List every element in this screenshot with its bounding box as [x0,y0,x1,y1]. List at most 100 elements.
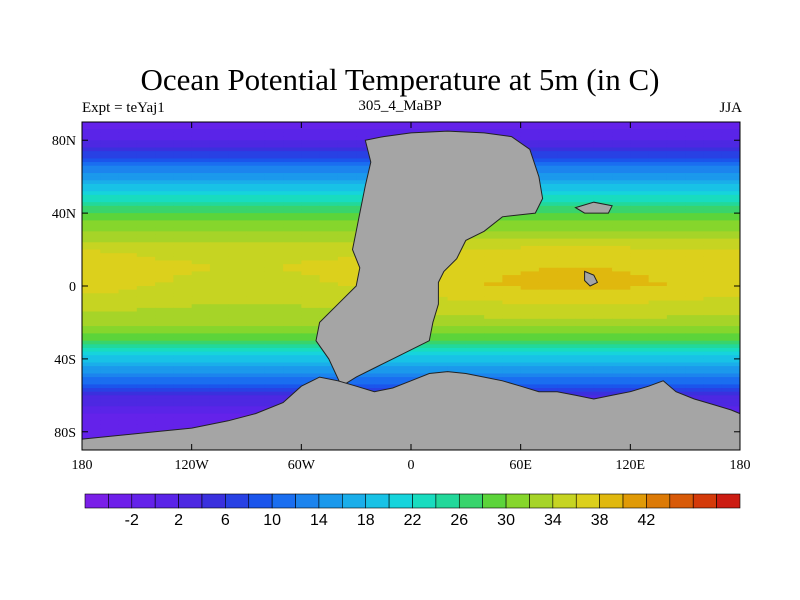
field-cell [264,344,284,349]
field-cell [685,351,704,356]
field-cell [612,322,631,327]
field-cell [612,158,631,163]
field-cell [82,424,101,429]
field-cell [612,304,631,309]
field-cell [666,296,686,302]
field-cell [337,245,357,251]
field-cell [100,282,120,287]
field-cell [155,395,174,400]
field-cell [484,245,503,251]
field-cell [136,340,156,345]
field-cell [173,391,193,396]
field-cell [612,132,631,138]
x-tick-label: 120E [616,458,646,473]
field-cell [612,143,631,149]
field-cell [118,191,138,196]
field-cell [538,180,558,185]
field-cell [612,125,631,130]
field-cell [721,322,740,327]
field-cell [337,209,357,214]
field-cell [703,304,723,309]
field-cell [246,147,266,152]
field-cell [666,162,686,167]
field-cell [82,326,101,331]
field-cell [100,351,120,356]
field-cell [612,209,631,214]
field-cell [685,191,704,196]
field-cell [557,256,576,261]
field-cell [666,209,686,214]
field-cell [136,245,156,251]
field-cell [703,275,723,280]
field-cell [502,347,522,353]
field-cell [721,358,740,364]
field-cell [575,136,595,141]
field-cell [228,362,247,367]
field-cell [721,395,740,400]
field-cell [593,154,613,159]
field-cell [155,271,174,276]
field-cell [209,151,229,156]
field-cell [82,406,101,411]
field-cell [118,220,138,225]
field-cell [155,143,174,149]
field-cell [301,191,321,196]
field-cell [136,176,156,181]
field-cell [319,194,339,200]
field-cell [228,322,247,327]
field-cell [209,322,229,327]
field-cell [209,140,229,145]
field-cell [319,300,339,305]
field-cell [155,227,174,232]
field-cell [429,329,449,334]
field-cell [82,307,101,313]
field-cell [173,278,193,283]
field-cell [685,384,704,389]
field-cell [246,151,266,156]
field-cell [666,136,686,141]
field-cell [82,220,101,225]
field-cell [209,253,229,258]
field-cell [630,187,650,192]
field-cell [520,307,540,313]
field-cell [484,318,503,323]
field-cell [100,420,120,425]
field-cell [246,398,266,404]
field-cell [100,242,120,247]
field-cell [703,380,723,385]
field-cell [246,358,266,364]
field-cell [191,158,211,163]
colorbar-swatch [412,493,437,509]
field-cell [283,384,302,389]
y-tick-label: 40N [52,207,76,222]
field-cell [209,143,229,149]
field-cell [484,333,503,338]
field-cell [721,351,740,356]
field-cell [630,165,650,170]
field-cell [685,344,704,349]
field-cell [191,205,211,210]
field-cell [392,362,412,367]
field-cell [557,344,576,349]
field-cell [337,286,357,291]
field-cell [228,220,247,225]
field-cell [484,304,503,309]
field-cell [319,140,339,145]
field-cell [630,253,650,258]
field-cell [191,337,211,342]
field-cell [301,318,321,323]
field-cell [136,132,156,138]
field-cell [612,296,631,302]
field-cell [319,242,339,247]
field-cell [82,205,101,210]
field-cell [575,333,595,338]
field-cell [82,260,101,265]
field-cell [575,289,595,294]
field-cell [118,245,138,251]
field-cell [630,340,650,345]
field-cell [429,315,449,320]
field-cell [648,286,668,291]
field-cell [447,351,467,356]
field-cell [648,180,668,185]
field-cell [484,253,503,258]
